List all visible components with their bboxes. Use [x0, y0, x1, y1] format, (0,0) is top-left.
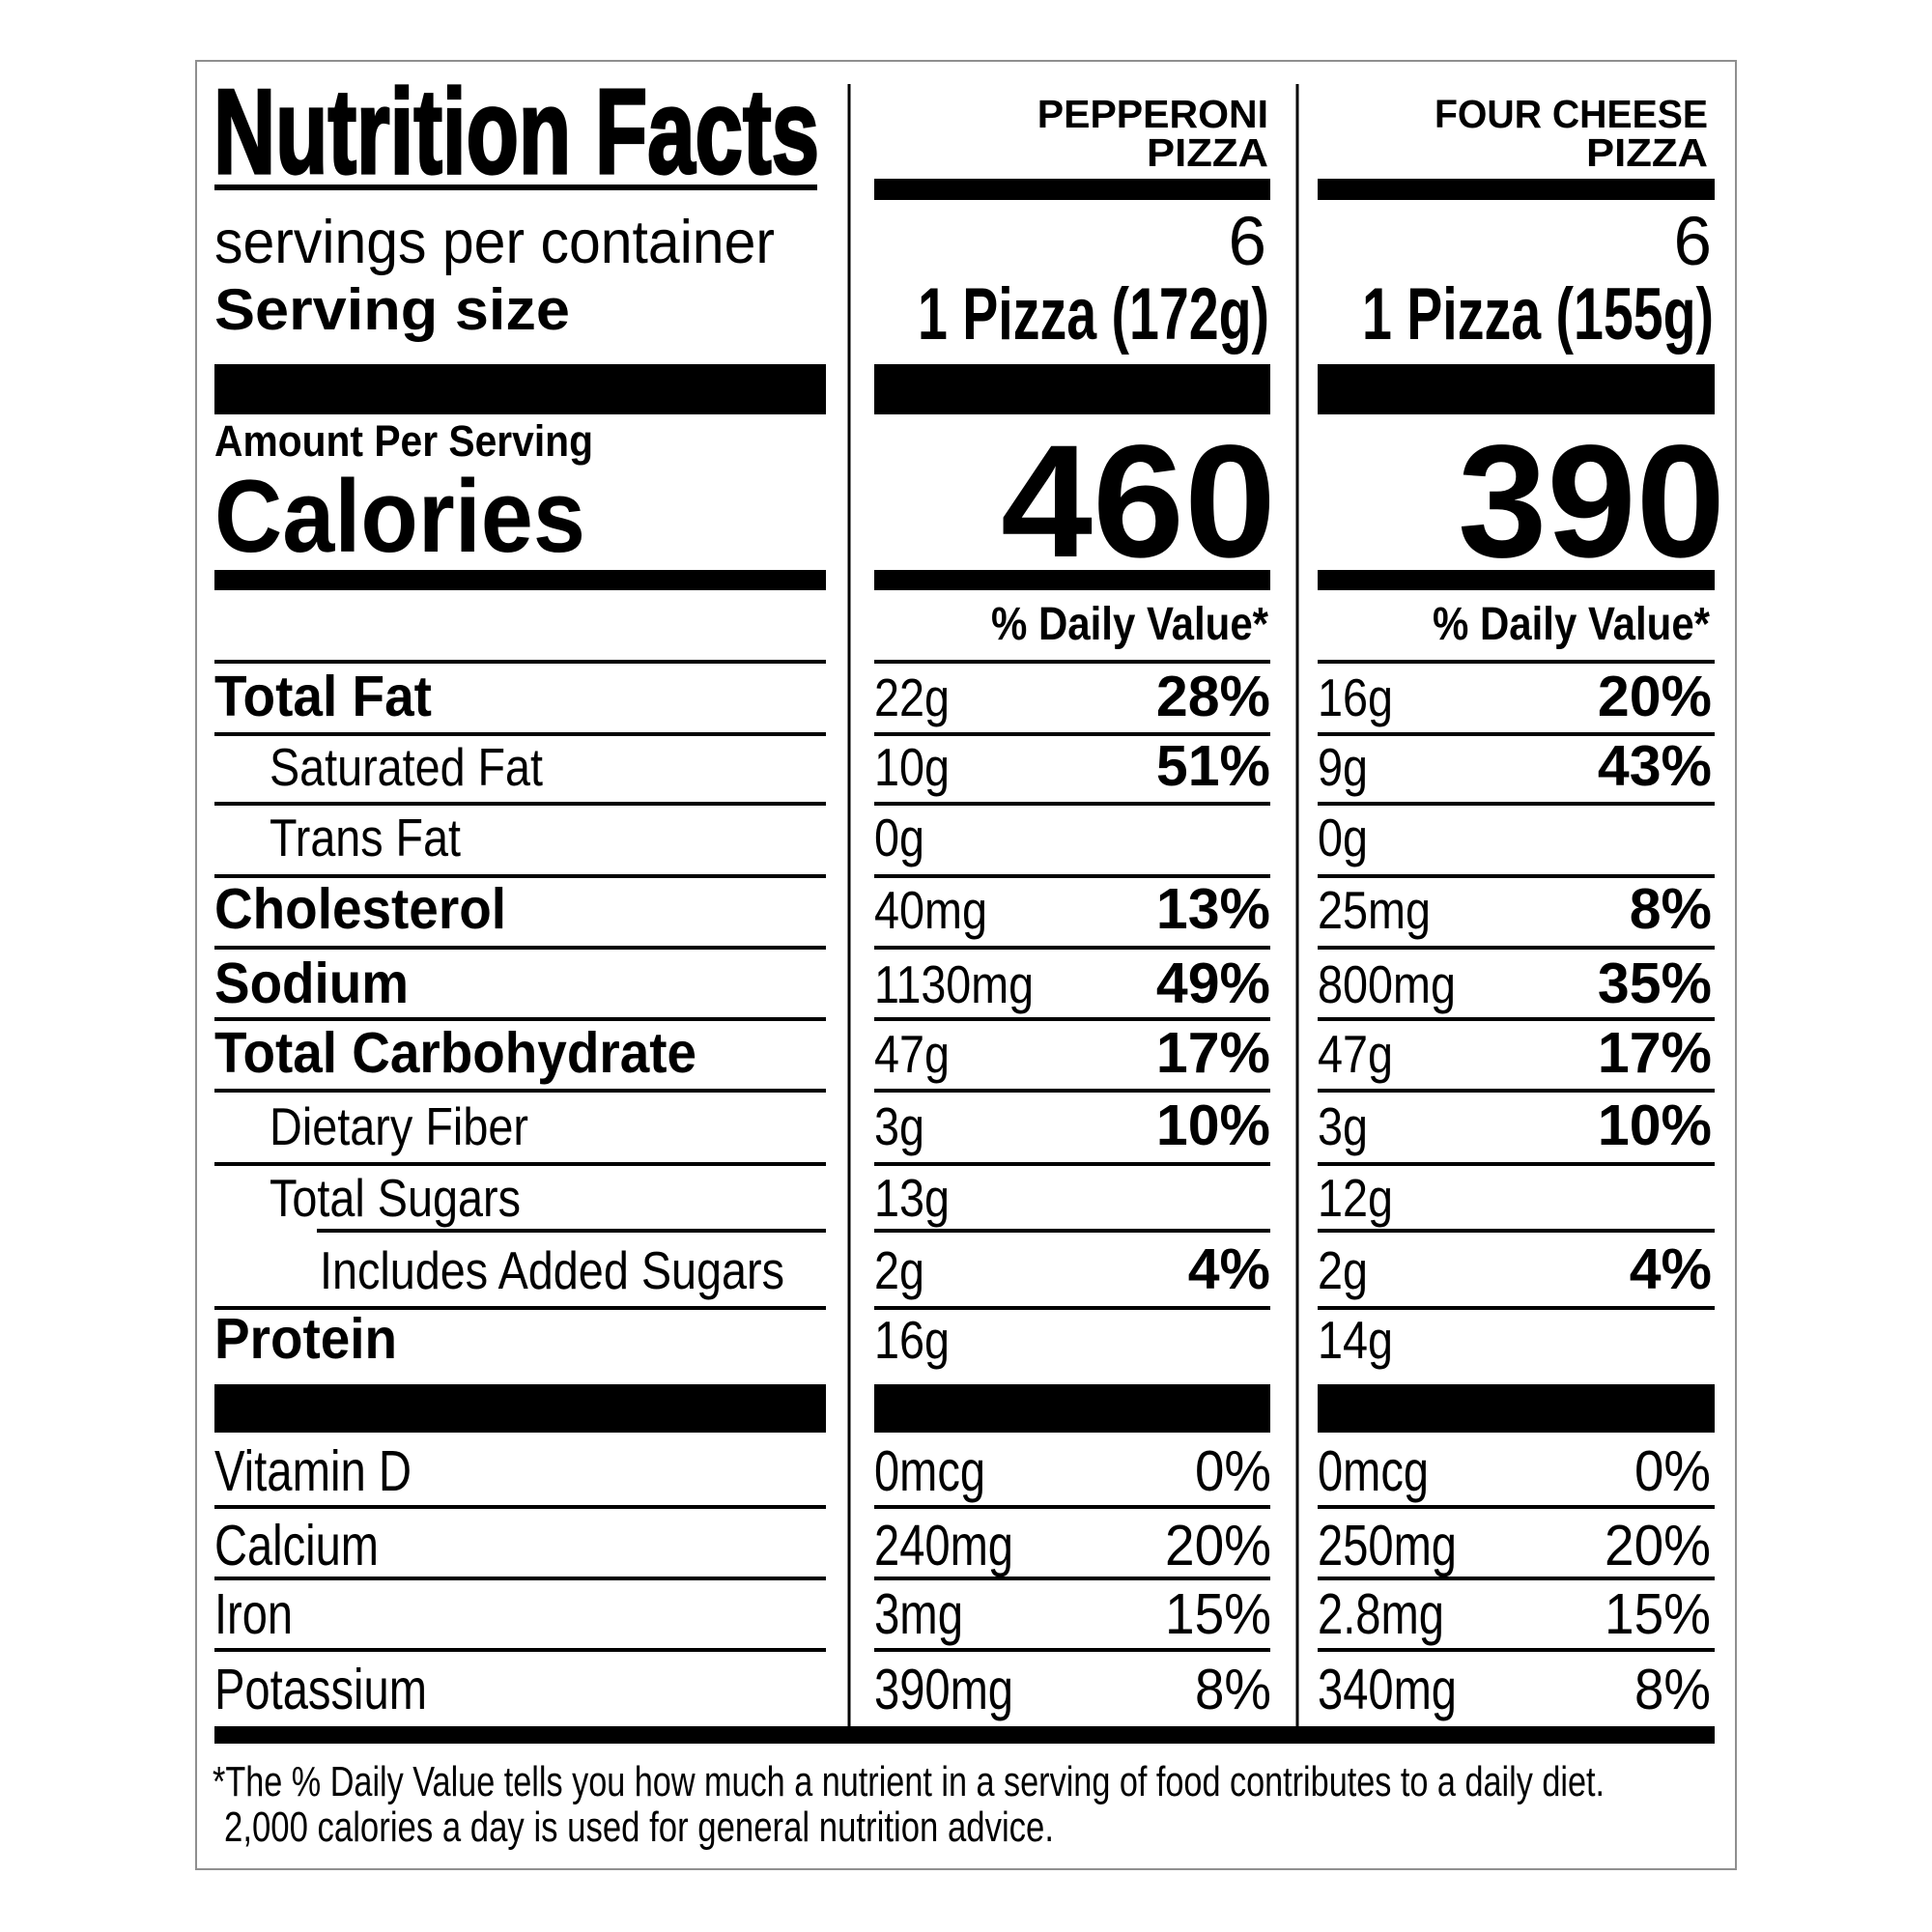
svg-text:25mg: 25mg — [1318, 880, 1431, 940]
svg-text:Nutrition Facts: Nutrition Facts — [213, 66, 819, 199]
svg-text:6: 6 — [1674, 204, 1713, 280]
svg-text:0%: 0% — [1195, 1439, 1271, 1503]
svg-text:PEPPERONI: PEPPERONI — [1037, 92, 1268, 136]
svg-text:0g: 0g — [874, 808, 924, 867]
svg-text:Calcium: Calcium — [214, 1514, 379, 1577]
svg-text:8%: 8% — [1634, 1658, 1711, 1721]
svg-text:10%: 10% — [1156, 1094, 1270, 1157]
svg-text:10%: 10% — [1598, 1094, 1712, 1157]
svg-text:3g: 3g — [1318, 1096, 1368, 1156]
svg-text:12g: 12g — [1318, 1168, 1393, 1228]
svg-text:Calories: Calories — [214, 458, 585, 574]
svg-text:460: 460 — [1001, 412, 1276, 591]
svg-text:*The % Daily Value tells you h: *The % Daily Value tells you how much a … — [213, 1758, 1605, 1805]
svg-text:2g: 2g — [1318, 1240, 1368, 1300]
svg-text:17%: 17% — [1598, 1021, 1712, 1085]
svg-text:Total Sugars: Total Sugars — [270, 1168, 521, 1228]
svg-text:Saturated Fat: Saturated Fat — [270, 737, 543, 797]
svg-text:FOUR CHEESE: FOUR CHEESE — [1435, 92, 1708, 136]
svg-text:35%: 35% — [1598, 952, 1712, 1015]
svg-text:16g: 16g — [874, 1310, 950, 1370]
svg-text:22g: 22g — [874, 668, 950, 727]
svg-text:4%: 4% — [1630, 1237, 1712, 1301]
svg-text:40mg: 40mg — [874, 880, 987, 940]
svg-text:0mcg: 0mcg — [874, 1439, 985, 1503]
svg-text:0%: 0% — [1634, 1439, 1711, 1503]
svg-text:Total Fat: Total Fat — [214, 665, 432, 728]
svg-text:Dietary Fiber: Dietary Fiber — [270, 1096, 528, 1156]
svg-text:8%: 8% — [1630, 877, 1712, 941]
svg-text:2.8mg: 2.8mg — [1318, 1582, 1444, 1646]
svg-text:47g: 47g — [874, 1024, 950, 1084]
svg-text:Total Carbohydrate: Total Carbohydrate — [214, 1021, 696, 1085]
svg-text:3mg: 3mg — [874, 1582, 963, 1646]
svg-text:6: 6 — [1229, 204, 1267, 280]
svg-text:15%: 15% — [1605, 1582, 1711, 1646]
svg-text:250mg: 250mg — [1318, 1514, 1457, 1577]
svg-text:43%: 43% — [1598, 734, 1712, 798]
svg-text:1130mg: 1130mg — [874, 954, 1034, 1014]
svg-text:1 Pizza (172g): 1 Pizza (172g) — [918, 273, 1269, 355]
svg-text:0g: 0g — [1318, 808, 1368, 867]
svg-text:13g: 13g — [874, 1168, 950, 1228]
svg-text:9g: 9g — [1318, 737, 1368, 797]
svg-text:Iron: Iron — [214, 1582, 293, 1646]
svg-text:Cholesterol: Cholesterol — [214, 877, 506, 941]
svg-text:2g: 2g — [874, 1240, 924, 1300]
svg-text:Includes Added Sugars: Includes Added Sugars — [320, 1240, 784, 1300]
svg-text:2,000 calories a day is used f: 2,000 calories a day is used for general… — [224, 1804, 1054, 1851]
svg-text:800mg: 800mg — [1318, 954, 1456, 1014]
svg-text:PIZZA: PIZZA — [1147, 130, 1268, 175]
svg-text:20%: 20% — [1598, 665, 1712, 728]
svg-text:servings per container: servings per container — [214, 209, 775, 276]
svg-text:340mg: 340mg — [1318, 1658, 1457, 1721]
svg-text:51%: 51% — [1156, 734, 1270, 798]
svg-text:Potassium: Potassium — [214, 1658, 427, 1721]
svg-text:240mg: 240mg — [874, 1514, 1013, 1577]
svg-text:Amount Per Serving: Amount Per Serving — [214, 416, 593, 466]
svg-text:0mcg: 0mcg — [1318, 1439, 1429, 1503]
svg-text:20%: 20% — [1605, 1514, 1711, 1577]
svg-text:% Daily Value*: % Daily Value* — [1433, 599, 1710, 650]
svg-text:14g: 14g — [1318, 1310, 1393, 1370]
svg-text:49%: 49% — [1156, 952, 1270, 1015]
svg-text:1 Pizza (155g): 1 Pizza (155g) — [1362, 273, 1714, 355]
svg-text:Protein: Protein — [214, 1307, 397, 1371]
svg-text:PIZZA: PIZZA — [1586, 130, 1708, 175]
svg-text:390mg: 390mg — [874, 1658, 1013, 1721]
svg-text:47g: 47g — [1318, 1024, 1393, 1084]
svg-text:8%: 8% — [1195, 1658, 1271, 1721]
svg-text:390: 390 — [1458, 412, 1725, 591]
svg-text:15%: 15% — [1165, 1582, 1271, 1646]
svg-text:Sodium: Sodium — [214, 952, 409, 1015]
svg-text:28%: 28% — [1156, 665, 1270, 728]
svg-text:Serving size: Serving size — [214, 277, 570, 342]
svg-text:17%: 17% — [1156, 1021, 1270, 1085]
svg-text:16g: 16g — [1318, 668, 1393, 727]
svg-text:20%: 20% — [1165, 1514, 1271, 1577]
svg-text:10g: 10g — [874, 737, 950, 797]
svg-text:% Daily Value*: % Daily Value* — [991, 599, 1268, 650]
svg-text:4%: 4% — [1188, 1237, 1270, 1301]
svg-text:13%: 13% — [1156, 877, 1270, 941]
svg-text:Trans Fat: Trans Fat — [270, 808, 461, 867]
svg-text:Vitamin D: Vitamin D — [214, 1439, 412, 1503]
svg-text:3g: 3g — [874, 1096, 924, 1156]
